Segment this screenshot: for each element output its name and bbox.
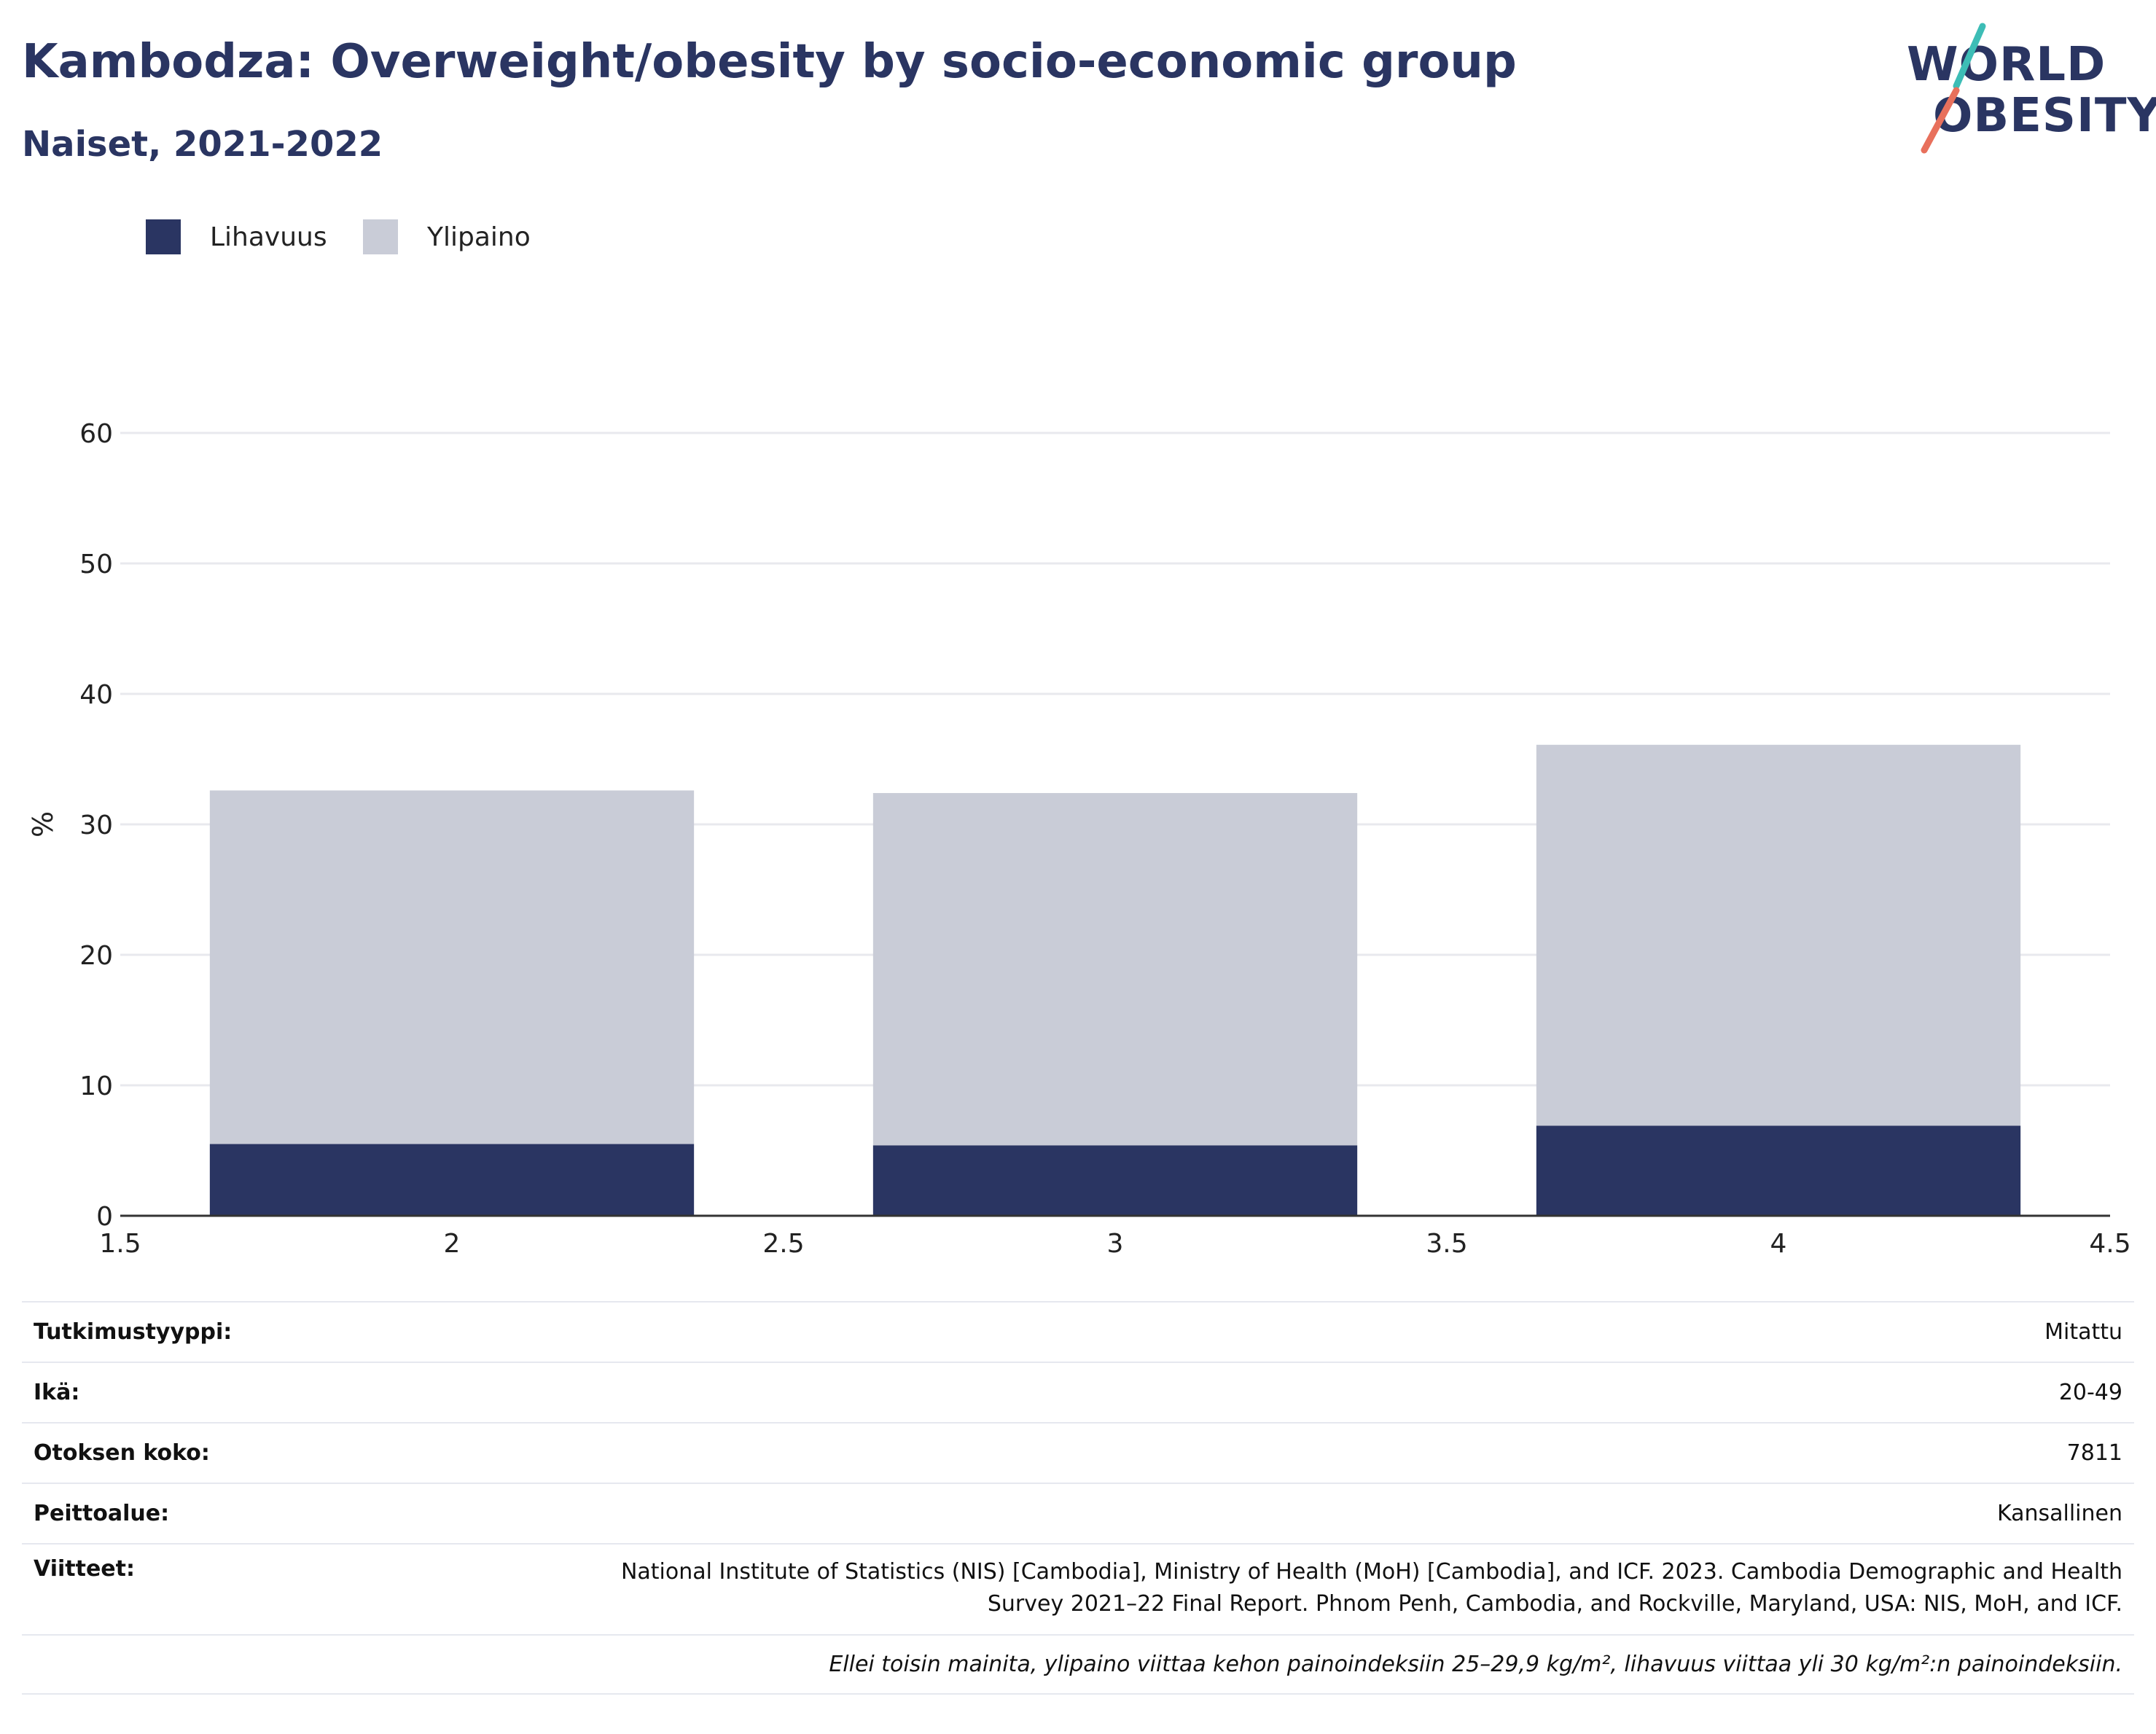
info-value: 20-49	[2058, 1380, 2122, 1405]
logo-line-1: WORLD	[1907, 38, 2106, 92]
y-tick-label: 0	[96, 1202, 113, 1232]
bar-obesity	[1536, 1125, 2021, 1216]
y-tick-label: 30	[79, 811, 113, 840]
y-tick-label: 50	[79, 550, 113, 579]
y-axis-label: %	[27, 811, 59, 837]
x-tick-label: 1.5	[99, 1229, 141, 1259]
x-tick-label: 4.5	[2089, 1229, 2130, 1259]
info-row-study-type: Tutkimustyyppi: Mitattu	[22, 1301, 2134, 1362]
legend-item-overweight[interactable]: Ylipaino	[363, 217, 531, 257]
chart-subtitle: Naiset, 2021-2022	[22, 124, 383, 165]
world-obesity-logo: WORLD OBESITY	[1895, 20, 2156, 159]
y-tick-label: 40	[79, 680, 113, 710]
bar-overweight	[209, 790, 695, 1144]
info-label: Ikä:	[34, 1380, 80, 1405]
info-row-sample-size: Otoksen koko: 7811	[22, 1422, 2134, 1483]
x-tick-label: 4	[1770, 1229, 1787, 1259]
bar-obesity	[209, 1144, 695, 1216]
definition-note: Ellei toisin mainita, ylipaino viittaa k…	[829, 1652, 2122, 1677]
info-label: Tutkimustyyppi:	[34, 1319, 233, 1345]
logo-slash-icon	[1921, 23, 1986, 154]
logo-line-2: OBESITY	[1933, 89, 2156, 143]
x-tick-label: 3.5	[1426, 1229, 1467, 1259]
legend-swatch-obesity	[146, 219, 181, 254]
bar-overweight	[872, 793, 1358, 1146]
legend-label-obesity: Lihavuus	[210, 222, 327, 252]
bar-chart: 0 10 20 30 40 50 60% 1.5 2 2.5 3 3.5 4 4.5	[27, 419, 2131, 1259]
x-tick-label: 2	[444, 1229, 461, 1259]
y-tick-label: 10	[79, 1071, 113, 1101]
legend-item-obesity[interactable]: Lihavuus	[146, 217, 327, 257]
legend-swatch-overweight	[363, 219, 398, 254]
info-row-references: Viitteet: National Institute of Statisti…	[22, 1543, 2134, 1634]
info-value: Mitattu	[2044, 1319, 2122, 1345]
x-tick-label: 2.5	[762, 1229, 804, 1259]
bar-obesity	[872, 1145, 1358, 1216]
info-value: 7811	[2066, 1440, 2122, 1466]
info-table: Tutkimustyyppi: Mitattu Ikä: 20-49 Otoks…	[22, 1301, 2134, 1695]
info-label: Viitteet:	[34, 1556, 135, 1582]
info-label: Otoksen koko:	[34, 1440, 210, 1466]
y-tick-label: 60	[79, 419, 113, 449]
info-row-age: Ikä: 20-49	[22, 1362, 2134, 1422]
info-row-note: Ellei toisin mainita, ylipaino viittaa k…	[22, 1634, 2134, 1695]
y-tick-label: 20	[79, 941, 113, 971]
reference-text: National Institute of Statistics (NIS) […	[620, 1559, 2122, 1617]
info-label: Peittoalue:	[34, 1501, 170, 1526]
info-value: Kansallinen	[1996, 1501, 2122, 1526]
info-row-coverage: Peittoalue: Kansallinen	[22, 1483, 2134, 1543]
bar-overweight	[1536, 744, 2021, 1126]
x-tick-label: 3	[1107, 1229, 1124, 1259]
legend-label-overweight: Ylipaino	[427, 222, 531, 252]
chart-title: Kambodza: Overweight/obesity by socio-ec…	[22, 35, 1517, 89]
